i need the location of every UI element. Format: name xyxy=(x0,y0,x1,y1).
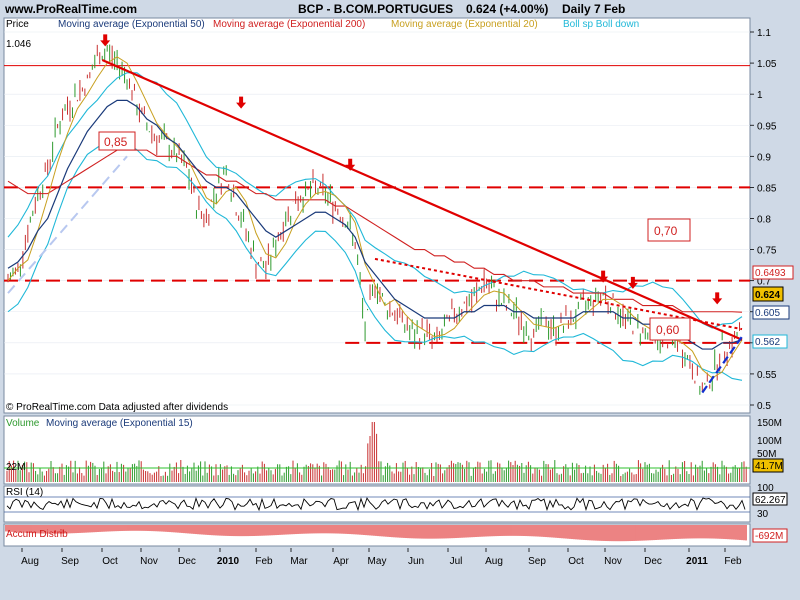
x-tick-label: Nov xyxy=(140,556,158,567)
badge-last xyxy=(752,286,784,302)
x-tick-label: Feb xyxy=(255,556,273,567)
x-tick-label: Sep xyxy=(61,556,79,567)
volume-tick-100m: 100M xyxy=(757,436,782,447)
y-tick-label: 0.95 xyxy=(757,121,777,132)
x-tick-label: Oct xyxy=(102,556,118,567)
down-arrow-icon xyxy=(100,34,111,47)
rsi-tick-30: 30 xyxy=(757,509,769,520)
accum-last-badge xyxy=(752,528,788,543)
x-tick-label: Dec xyxy=(178,556,196,567)
rsi-label: RSI (14) xyxy=(6,487,43,498)
level-1046-label: 1.046 xyxy=(6,39,31,50)
site-name[interactable]: www.ProRealTime.com xyxy=(4,2,137,16)
y-tick-label: 1.05 xyxy=(757,59,777,70)
legend-bollinger: Boll sp Boll down xyxy=(563,19,639,30)
badge-ma50-text: 0.605 xyxy=(755,308,780,319)
label-box-085 xyxy=(98,131,136,151)
x-tick-label: Oct xyxy=(568,556,584,567)
down-arrow-icon xyxy=(598,270,609,283)
y-tick-label: 0.7 xyxy=(757,277,771,288)
support-line-early xyxy=(7,155,128,294)
rsi-last-badge xyxy=(752,492,788,506)
accum-last: -692M xyxy=(755,531,783,542)
volume-legend: Volume xyxy=(6,418,40,429)
label-box-070 xyxy=(647,218,691,242)
badge-ma50 xyxy=(752,305,790,320)
accum-bars xyxy=(5,525,747,542)
x-tick-label: Dec xyxy=(644,556,662,567)
badge-boll-down xyxy=(752,334,788,349)
badge-boll-down-text: 0.562 xyxy=(755,337,780,348)
legend-ma200: Moving average (Exponential 200) xyxy=(213,19,365,30)
legend: Price Moving average (Exponential 50) Mo… xyxy=(6,19,639,30)
x-axis: Aug Sep Oct Nov Dec 2010 Feb Mar Apr May Jun Jul Aug… xyxy=(21,548,742,567)
down-arrow-icon xyxy=(627,276,638,289)
resistance-arrows xyxy=(100,34,723,305)
rsi-panel xyxy=(3,485,751,523)
volume-last: 41.7M xyxy=(755,461,783,472)
price-panel xyxy=(3,17,751,414)
ma50-line xyxy=(7,99,743,350)
badge-ma200-text: 0.6493 xyxy=(755,268,786,279)
instrument-title: BCP - B.COM.PORTUGUES xyxy=(298,2,453,16)
accum-label: Accum Distrib xyxy=(6,529,68,540)
legend-ma20: Moving average (Exponential 20) xyxy=(391,19,538,30)
x-tick-label: Aug xyxy=(485,556,503,567)
x-tick-label: Nov xyxy=(604,556,622,567)
down-arrow-icon xyxy=(712,292,723,305)
volume-ma-legend: Moving average (Exponential 15) xyxy=(46,418,193,429)
volume-tick-50m: 50M xyxy=(757,449,776,460)
y-tick-label: 0.75 xyxy=(757,246,777,257)
y-tick-label: 0.85 xyxy=(757,183,777,194)
x-tick-label: Aug xyxy=(21,556,39,567)
badge-ma200 xyxy=(752,265,794,280)
x-tick-label: Apr xyxy=(333,556,349,567)
x-tick-label: 2011 xyxy=(686,556,708,567)
quote-value: 0.624 (+4.00%) xyxy=(466,2,548,16)
x-tick-label: Sep xyxy=(528,556,546,567)
trend-line-dotted xyxy=(374,257,743,331)
x-tick-label: Mar xyxy=(290,556,308,567)
period-label: Daily 7 Feb xyxy=(562,2,625,16)
legend-ma50: Moving average (Exponential 50) xyxy=(58,19,205,30)
volume-bars xyxy=(4,422,750,482)
y-tick-label: 0.8 xyxy=(757,215,771,226)
label-070: 0,70 xyxy=(654,224,678,238)
footer-note: © ProRealTime.com Data adjusted after di… xyxy=(6,402,228,413)
label-060: 0,60 xyxy=(656,323,680,337)
rsi-last: 62.267 xyxy=(755,495,786,506)
volume-avg-label: 22M xyxy=(6,462,25,473)
legend-price: Price xyxy=(6,19,29,30)
volume-last-badge xyxy=(752,458,784,473)
x-tick-label: May xyxy=(368,556,387,567)
ma20-line xyxy=(7,56,743,379)
x-tick-label: Feb xyxy=(724,556,742,567)
label-085: 0,85 xyxy=(104,135,128,149)
price-y-ticks: 1.11.0510.950.90.850.80.750.70.650.60.55… xyxy=(750,28,777,412)
y-tick-label: 1.1 xyxy=(757,28,771,39)
x-tick-label: Jul xyxy=(450,556,463,567)
down-arrow-icon xyxy=(345,158,356,171)
x-tick-label: Jun xyxy=(408,556,424,567)
y-tick-label: 0.9 xyxy=(757,152,771,163)
y-tick-label: 0.5 xyxy=(757,401,771,412)
down-arrow-icon xyxy=(236,96,247,109)
rsi-line xyxy=(6,496,746,512)
trend-line-main xyxy=(101,58,743,341)
x-tick-label: 2010 xyxy=(217,556,240,567)
volume-tick-150m: 150M xyxy=(757,418,782,429)
badge-last-text: 0.624 xyxy=(755,290,780,301)
label-box-060 xyxy=(649,317,691,341)
rsi-tick-100: 100 xyxy=(757,483,774,494)
price-grid xyxy=(4,31,750,406)
y-tick-label: 0.55 xyxy=(757,370,777,381)
y-tick-label: 1 xyxy=(757,90,763,101)
